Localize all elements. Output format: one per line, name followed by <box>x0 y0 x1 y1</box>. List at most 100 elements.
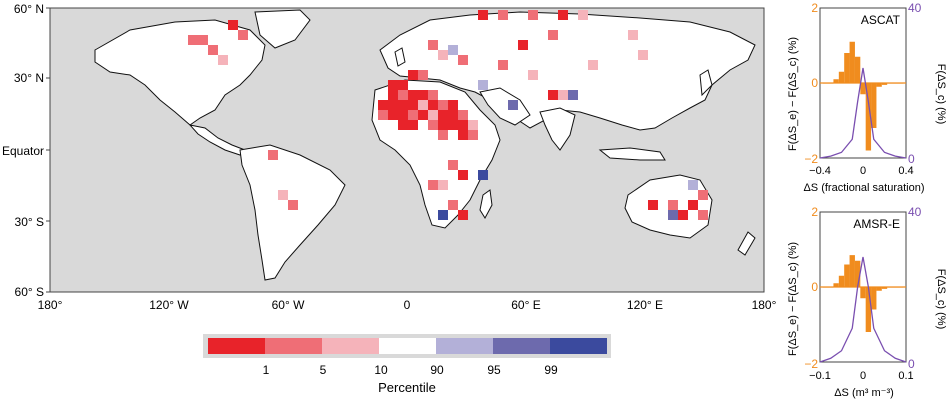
percentile-cell <box>468 130 478 140</box>
indonesia <box>598 147 666 161</box>
hist-bar <box>860 287 866 299</box>
percentile-cell <box>688 180 698 190</box>
ytick-30n: 30° N <box>14 71 44 85</box>
percentile-cell <box>398 110 408 120</box>
colorbar-swatch <box>322 338 379 354</box>
hist-bar <box>876 83 882 87</box>
percentile-cell <box>428 120 438 130</box>
percentile-cell <box>418 90 428 100</box>
percentile-cell <box>398 120 408 130</box>
arabia <box>479 87 531 126</box>
percentile-cell <box>188 35 198 45</box>
xtick-180w: 180° <box>38 298 63 312</box>
hist-bar <box>897 287 904 288</box>
control-distribution-line <box>819 67 907 159</box>
percentile-cell <box>588 60 598 70</box>
percentile-cell <box>568 90 578 100</box>
percentile-cell <box>478 10 488 20</box>
hist-bar <box>828 287 834 288</box>
percentile-cell <box>548 90 558 100</box>
hist-bar <box>865 287 872 332</box>
amsre-ytick-left-top: 2 <box>811 205 818 219</box>
percentile-cell <box>458 120 468 130</box>
percentile-cell <box>238 30 248 40</box>
cb-tick-95: 95 <box>487 363 501 377</box>
percentile-cell <box>428 90 438 100</box>
percentile-cell <box>508 100 518 110</box>
hist-bar <box>828 83 834 84</box>
xtick-0: 0 <box>404 298 411 312</box>
percentile-cell <box>448 160 458 170</box>
map-figure: 60° N 30° N Equator 30° S 60° S 180° 120… <box>2 2 777 395</box>
percentile-cell <box>408 120 418 130</box>
ascat-title: ASCAT <box>861 13 901 27</box>
amsre-xlabel: ΔS (m³ m⁻³) <box>834 387 894 399</box>
percentile-cell <box>388 110 398 120</box>
percentile-cell <box>438 100 448 110</box>
percentile-cell <box>398 100 408 110</box>
percentile-cell <box>418 70 428 80</box>
eurasia <box>379 11 756 131</box>
amsre-xtick-min: −0.1 <box>809 370 831 382</box>
cb-tick-90: 90 <box>430 363 444 377</box>
colorbar-swatch <box>493 338 550 354</box>
percentile-cell <box>378 100 388 110</box>
ascat-xtick-min: −0.4 <box>809 165 831 177</box>
amsre-xtick-max: 0.1 <box>898 370 913 382</box>
percentile-cell <box>218 55 228 65</box>
colorbar-swatch <box>208 338 265 354</box>
amsre-xtick-zero: 0 <box>860 370 866 382</box>
hist-bar <box>876 287 882 291</box>
map-y-ticks: 60° N 30° N Equator 30° S 60° S <box>2 2 50 299</box>
percentile-cell <box>448 120 458 130</box>
xtick-120w: 120° W <box>149 298 189 312</box>
percentile-cell <box>458 110 468 120</box>
percentile-cell <box>438 130 448 140</box>
percentile-cell <box>478 80 488 90</box>
cb-tick-5: 5 <box>320 363 327 377</box>
amsre-ytick-right-bottom: 0 <box>908 357 915 371</box>
hist-bar <box>822 287 829 288</box>
hist-bar <box>871 287 877 310</box>
percentile-cell <box>408 90 418 100</box>
percentile-cell <box>578 10 588 20</box>
percentile-cell <box>268 150 278 160</box>
amsre-ytick-left-mid: 0 <box>811 280 818 294</box>
percentile-cell <box>408 70 418 80</box>
ascat-xtick-zero: 0 <box>860 165 866 177</box>
percentile-cell <box>228 20 238 30</box>
percentile-cell <box>668 210 678 220</box>
percentile-cell <box>448 45 458 55</box>
hist-bar <box>860 83 866 95</box>
cb-tick-10: 10 <box>374 363 388 377</box>
ascat-ytick-left-top: 2 <box>811 1 818 15</box>
percentile-cell <box>458 170 468 180</box>
india <box>539 107 576 151</box>
control-distribution-line <box>819 256 907 363</box>
amsre-ylabel-right: F(ΔS_c) (%) <box>935 269 946 330</box>
percentile-cell <box>378 110 388 120</box>
hist-bar <box>833 79 839 83</box>
ascat-xtick-max: 0.4 <box>898 165 913 177</box>
percentile-cell <box>458 55 468 65</box>
percentile-cell <box>478 170 488 180</box>
percentile-cell <box>448 200 458 210</box>
amsre-title: AMSR-E <box>853 217 900 231</box>
ascat-ylabel-right: F(ΔS_c) (%) <box>935 64 946 125</box>
percentile-cell <box>208 45 218 55</box>
percentile-cell <box>518 40 528 50</box>
british-isles <box>394 47 406 67</box>
percentile-cell <box>428 180 438 190</box>
colorbar-swatch <box>265 338 322 354</box>
percentile-cell <box>388 80 398 90</box>
hist-bar <box>887 83 893 84</box>
percentile-cell <box>528 10 538 20</box>
hist-bar <box>833 283 839 287</box>
percentile-cell <box>458 210 468 220</box>
hist-bar <box>838 71 845 83</box>
percentile-cell <box>278 190 288 200</box>
map-x-ticks: 180° 120° W 60° W 0 60° E 120° E 180° <box>38 298 777 312</box>
south-america <box>239 144 346 281</box>
amsre-ytick-left-bottom: −2 <box>804 357 818 371</box>
colorbar-swatch <box>436 338 493 354</box>
